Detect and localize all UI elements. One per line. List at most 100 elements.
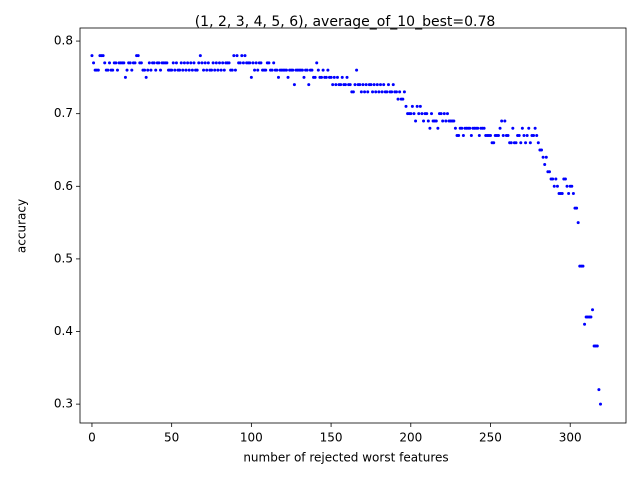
point: [101, 54, 105, 58]
point: [321, 68, 325, 72]
y-axis-label: accuracy: [15, 199, 29, 253]
point: [410, 104, 414, 108]
point: [178, 68, 182, 72]
point: [591, 308, 595, 312]
point: [509, 141, 513, 145]
point: [159, 68, 163, 72]
point: [543, 163, 547, 167]
point: [210, 68, 214, 72]
point: [567, 192, 571, 196]
point: [554, 177, 558, 181]
point: [565, 184, 569, 188]
point: [305, 68, 309, 72]
point: [477, 133, 481, 137]
point: [187, 68, 191, 72]
point: [428, 126, 432, 130]
point: [492, 141, 496, 145]
chart-title: (1, 2, 3, 4, 5, 6), average_of_10_best=0…: [195, 14, 496, 30]
point: [404, 104, 408, 108]
point: [414, 119, 418, 123]
point: [595, 344, 599, 348]
point: [442, 112, 446, 116]
point: [275, 68, 279, 72]
point: [355, 68, 359, 72]
point: [238, 61, 242, 65]
point: [173, 68, 177, 72]
point: [149, 68, 153, 72]
point: [189, 61, 193, 65]
y-tick-label: 0.6: [54, 179, 73, 193]
point: [233, 68, 237, 72]
point: [441, 119, 445, 123]
point: [221, 61, 225, 65]
point: [200, 61, 204, 65]
point: [401, 97, 405, 101]
point: [316, 68, 320, 72]
point: [575, 206, 579, 210]
point: [171, 61, 175, 65]
point: [256, 68, 260, 72]
point: [170, 68, 174, 72]
point: [139, 61, 143, 65]
point: [197, 61, 201, 65]
point: [445, 112, 449, 116]
point: [460, 126, 464, 130]
point: [198, 54, 202, 58]
point: [286, 75, 290, 79]
point: [522, 133, 526, 137]
point: [206, 61, 210, 65]
point: [541, 155, 545, 159]
point: [96, 68, 100, 72]
point: [123, 75, 127, 79]
point: [425, 112, 429, 116]
x-tick-label: 50: [164, 431, 179, 445]
x-tick-label: 300: [559, 431, 582, 445]
point: [520, 126, 524, 130]
point: [434, 119, 438, 123]
point: [216, 68, 220, 72]
point: [378, 83, 382, 87]
point: [241, 61, 245, 65]
point: [253, 68, 257, 72]
point: [372, 83, 376, 87]
point: [417, 112, 421, 116]
point: [267, 61, 271, 65]
point: [310, 68, 314, 72]
point: [181, 68, 185, 72]
point: [536, 141, 540, 145]
point: [324, 75, 328, 79]
point: [222, 68, 226, 72]
point: [219, 68, 223, 72]
point: [348, 83, 352, 87]
x-tick-label: 100: [240, 431, 263, 445]
point: [128, 61, 132, 65]
point: [251, 61, 255, 65]
point: [519, 141, 523, 145]
point: [90, 54, 94, 58]
point: [195, 68, 199, 72]
point: [302, 75, 306, 79]
point: [114, 61, 118, 65]
point: [469, 133, 473, 137]
point: [144, 75, 148, 79]
point: [500, 119, 504, 123]
point: [249, 75, 253, 79]
x-tick-label: 200: [399, 431, 422, 445]
point: [386, 83, 390, 87]
point: [125, 68, 129, 72]
point: [315, 61, 319, 65]
point: [272, 61, 276, 65]
point: [402, 90, 406, 94]
point: [179, 61, 183, 65]
point: [157, 61, 161, 65]
point: [394, 90, 398, 94]
point: [390, 90, 394, 94]
point: [240, 54, 244, 58]
point: [182, 61, 186, 65]
point: [517, 133, 521, 137]
point: [525, 133, 529, 137]
point: [345, 75, 349, 79]
point: [570, 184, 574, 188]
point: [533, 126, 537, 130]
